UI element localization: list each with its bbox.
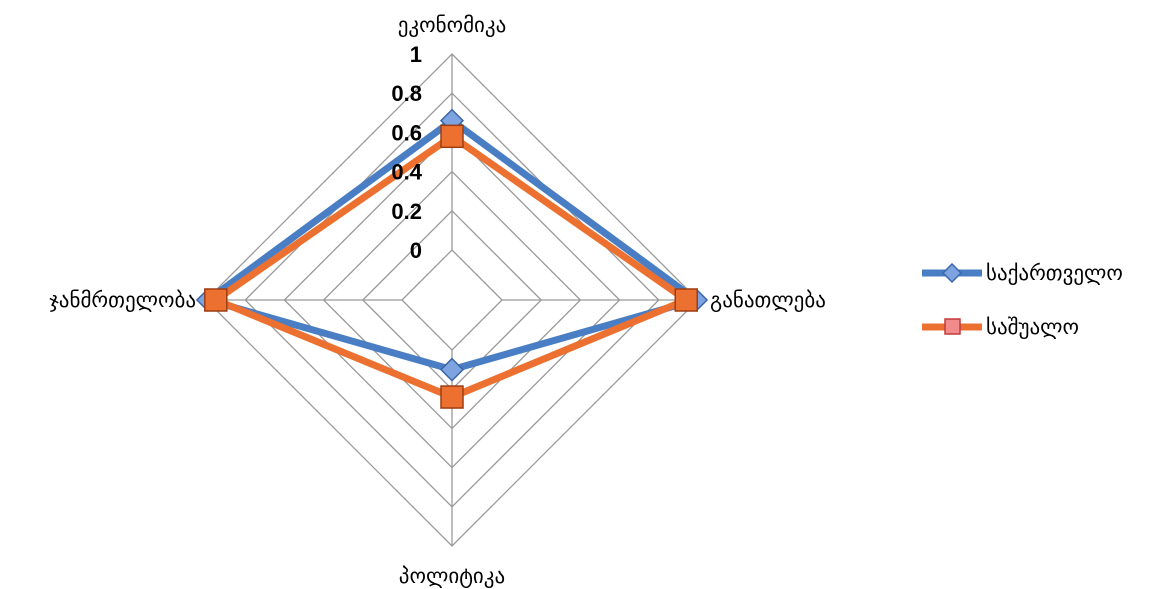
legend-marker-square-icon xyxy=(944,318,961,335)
legend: საქართველო საშუალო xyxy=(922,261,1123,339)
axis-label-bottom: პოლიტიკა xyxy=(399,564,505,588)
tick-label: 0.2 xyxy=(391,199,422,224)
data-point-square xyxy=(440,385,464,409)
legend-label-0: საქართველო xyxy=(986,261,1123,285)
legend-label-1: საშუალო xyxy=(986,315,1079,339)
data-point-square xyxy=(204,288,228,312)
tick-label: 0.8 xyxy=(391,81,422,106)
data-point-square xyxy=(440,124,464,149)
series-line-1 xyxy=(208,132,694,401)
axis-label-right: განათლება xyxy=(710,288,826,312)
axis-label-top: ეკონომიკა xyxy=(398,13,507,37)
tick-labels: 0 0.2 0.4 0.6 0.8 1 xyxy=(391,42,422,263)
data-point-square xyxy=(674,288,698,312)
tick-label: 0 xyxy=(410,238,422,263)
legend-item-1: საშუალო xyxy=(922,315,1079,339)
tick-label: 0.4 xyxy=(391,160,422,185)
grid-ring xyxy=(401,249,503,351)
legend-item-0: საქართველო xyxy=(922,261,1123,285)
series-layer xyxy=(195,108,709,409)
data-point-diamond xyxy=(439,357,465,382)
axis-label-left: ჯანმრთელობა xyxy=(49,288,196,312)
tick-label: 1 xyxy=(410,42,422,67)
legend-marker-diamond-icon xyxy=(941,262,963,284)
tick-label: 0.6 xyxy=(391,120,422,145)
